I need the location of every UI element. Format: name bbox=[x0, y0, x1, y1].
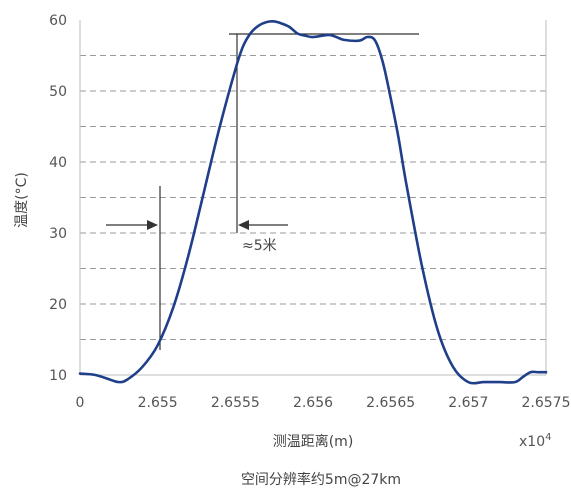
y-axis-title: 温度(°C) bbox=[14, 172, 30, 228]
middle-arrow-head bbox=[238, 220, 249, 230]
grid-lines bbox=[79, 20, 547, 376]
x-tick-label: 2.6555 bbox=[211, 395, 260, 411]
y-tick-label: 40 bbox=[49, 155, 67, 171]
x-tick-label: 0 bbox=[76, 395, 85, 411]
chart-caption: 空间分辨率约5m@27km bbox=[241, 471, 401, 488]
annotation-markers bbox=[106, 33, 419, 350]
y-tick-label: 10 bbox=[49, 368, 67, 384]
y-tick-label: 50 bbox=[49, 84, 67, 100]
x-axis-title: 测温距离(m) bbox=[273, 433, 354, 450]
y-tick-label: 30 bbox=[49, 226, 67, 242]
x-tick-label: 2.6575 bbox=[522, 395, 571, 411]
x-axis-multiplier-base: x10 bbox=[519, 434, 545, 450]
x-tick-label: 2.657 bbox=[448, 395, 488, 411]
x-tick-label: 2.655 bbox=[138, 395, 178, 411]
annotation-label: ≈5米 bbox=[242, 238, 277, 254]
x-tick-label: 2.6565 bbox=[366, 395, 415, 411]
x-axis-multiplier: x104 bbox=[519, 432, 551, 450]
series-line bbox=[78, 20, 548, 385]
y-tick-label: 20 bbox=[49, 297, 67, 313]
x-tick-labels: 0 2.655 2.6555 2.656 2.6565 2.657 2.6575 bbox=[76, 395, 571, 411]
x-tick-label: 2.656 bbox=[293, 395, 333, 411]
y-tick-label: 60 bbox=[49, 13, 67, 29]
y-tick-labels: 10 20 30 40 50 60 bbox=[49, 13, 67, 384]
x-axis-multiplier-exponent: 4 bbox=[545, 432, 551, 443]
left-arrow-head bbox=[147, 220, 158, 230]
